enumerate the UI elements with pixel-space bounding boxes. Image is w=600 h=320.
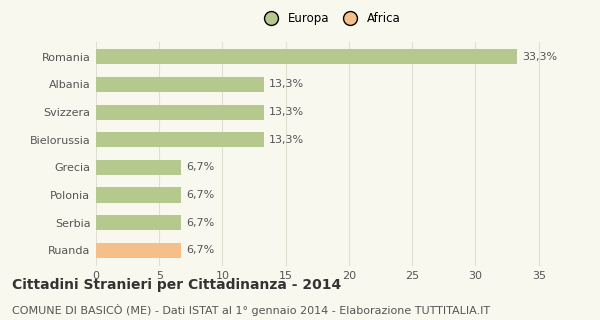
- Text: 13,3%: 13,3%: [269, 79, 304, 90]
- Text: 6,7%: 6,7%: [186, 163, 214, 172]
- Text: 13,3%: 13,3%: [269, 107, 304, 117]
- Bar: [96, 243, 181, 258]
- Text: 6,7%: 6,7%: [186, 245, 214, 255]
- Text: COMUNE DI BASICÒ (ME) - Dati ISTAT al 1° gennaio 2014 - Elaborazione TUTTITALIA.: COMUNE DI BASICÒ (ME) - Dati ISTAT al 1°…: [12, 304, 490, 316]
- Text: 6,7%: 6,7%: [186, 190, 214, 200]
- Bar: [96, 105, 264, 120]
- Bar: [96, 132, 264, 148]
- Bar: [96, 160, 181, 175]
- Bar: [96, 49, 517, 64]
- Text: 13,3%: 13,3%: [269, 135, 304, 145]
- Legend: Europa, Africa: Europa, Africa: [254, 7, 406, 30]
- Text: Cittadini Stranieri per Cittadinanza - 2014: Cittadini Stranieri per Cittadinanza - 2…: [12, 278, 341, 292]
- Bar: [96, 188, 181, 203]
- Bar: [96, 215, 181, 230]
- Text: 6,7%: 6,7%: [186, 218, 214, 228]
- Text: 33,3%: 33,3%: [522, 52, 557, 62]
- Bar: [96, 77, 264, 92]
